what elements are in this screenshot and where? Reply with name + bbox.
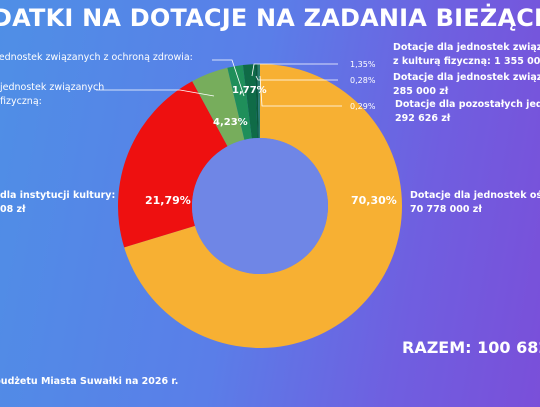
total-label: RAZEM: 100 682: [402, 338, 540, 357]
donut-slice-3: [227, 65, 252, 140]
annotation-ost-line1: Dotacje dla jednostek oś: [410, 190, 540, 201]
slice-label-0-29: 0,29%: [350, 102, 376, 111]
annotation-fizyczna-line1: jednostek związanych: [0, 82, 105, 93]
slice-label-21: 21,79%: [145, 194, 191, 207]
donut-slice-6: [257, 64, 260, 139]
annotation-kf-line1: Dotacje dla jednostek związa: [393, 42, 540, 53]
slice-label-1-35: 1,35%: [350, 60, 376, 69]
annotation-zdrowie: Jednostek związanych z ochroną zdrowia:: [0, 52, 193, 63]
annotation-poz-line2: 292 626 zł: [395, 113, 451, 124]
annotation-poz-line1: Dotacje dla pozostałych jedn: [395, 99, 540, 110]
source-note: budżetu Miasta Suwałki na 2026 r.: [0, 376, 179, 387]
slice-label-4: 4,23%: [213, 117, 248, 128]
leader-line-kf: [251, 63, 338, 77]
donut-slice-1: [118, 81, 228, 248]
donut-slice-4: [242, 64, 258, 139]
annotation-kultura-line1: dla instytucji kultury:: [0, 190, 116, 201]
annotation-ost-line2: 70 778 000 zł: [410, 204, 482, 215]
donut-slice-5: [254, 64, 259, 139]
annotation-z-line1: Dotacje dla jednostek związa: [393, 72, 540, 83]
annotation-kultura-line2: 08 zł: [0, 204, 26, 215]
slice-label-1-77: 1,77%: [232, 85, 267, 96]
leader-line-z: [255, 75, 338, 81]
slice-label-0-28: 0,28%: [350, 76, 376, 85]
leader-line-fizyczna: [96, 89, 215, 97]
annotation-kf-line2: z kulturą fizyczną: 1 355 000 zł: [393, 56, 540, 67]
donut-slice-0: [124, 64, 402, 348]
slice-label-70: 70,30%: [351, 194, 397, 207]
donut-hole: [192, 138, 328, 274]
leader-line-zdrowie: [212, 59, 245, 97]
donut-slice-2: [192, 67, 245, 147]
annotation-fizyczna-line2: fizyczną:: [0, 96, 42, 107]
annotation-z-line2: 285 000 zł: [393, 86, 449, 97]
leader-line-poz: [259, 75, 342, 107]
chart-title: DATKI NA DOTACJE NA ZADANIA BIEŻĄCE: [0, 4, 540, 32]
